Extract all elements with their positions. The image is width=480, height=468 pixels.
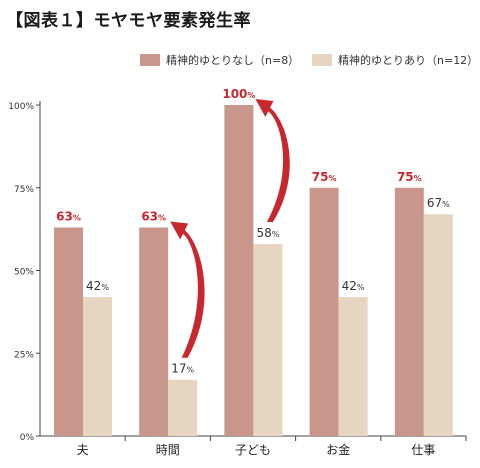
chart-title: 【図表１】モヤモヤ要素発生率 [6, 11, 251, 31]
legend-item-with-leeway: 精神的ゆとりあり（n=12） [312, 52, 478, 68]
growth-arrow-body [265, 105, 290, 223]
growth-arrow-body [180, 227, 205, 358]
bar-no-leeway [54, 227, 83, 436]
data-label-no-leeway: 63% [141, 209, 166, 223]
x-tick-label: 仕事 [411, 443, 435, 457]
data-label-with-leeway: 58% [256, 226, 279, 240]
bar-no-leeway [309, 187, 339, 436]
data-label-with-leeway: 67% [427, 196, 450, 210]
x-tick-label: 夫 [77, 443, 89, 457]
x-tick-label: 子ども [235, 443, 271, 457]
bar-with-leeway [83, 296, 112, 436]
data-label-with-leeway: 42% [342, 279, 365, 293]
bar-with-leeway [423, 214, 453, 436]
bar-with-leeway [253, 244, 283, 436]
legend-label-no-leeway: 精神的ゆとりなし（n=8） [166, 54, 300, 67]
legend-swatch-no-leeway [140, 54, 160, 66]
y-tick-label: 100% [8, 102, 34, 112]
data-label-with-leeway: 42% [86, 279, 109, 293]
x-tick-label: お金 [326, 442, 350, 457]
legend-label-with-leeway: 精神的ゆとりあり（n=12） [338, 54, 479, 67]
data-label-no-leeway: 63% [56, 209, 81, 223]
bar-with-leeway [338, 296, 368, 436]
legend-item-no-leeway: 精神的ゆとりなし（n=8） [140, 52, 299, 68]
y-tick-label: 75% [14, 185, 34, 195]
bar-no-leeway [139, 227, 169, 436]
bar-no-leeway [394, 187, 424, 436]
bar-no-leeway [224, 105, 254, 436]
data-label-with-leeway: 17% [171, 362, 194, 376]
data-label-no-leeway: 75% [312, 170, 337, 184]
x-tick-label: 時間 [156, 443, 180, 457]
legend-swatch-with-leeway [312, 54, 332, 66]
bar-with-leeway [168, 379, 198, 436]
growth-arrow-head [170, 221, 189, 240]
data-label-no-leeway: 75% [397, 170, 422, 184]
growth-arrow-head [255, 99, 274, 117]
y-tick-label: 50% [14, 268, 34, 278]
y-tick-label: 25% [14, 350, 34, 360]
y-tick-label: 0% [20, 433, 35, 443]
data-label-no-leeway: 100% [222, 87, 255, 101]
chart-legend: 精神的ゆとりなし（n=8） 精神的ゆとりあり（n=12） [0, 52, 480, 72]
